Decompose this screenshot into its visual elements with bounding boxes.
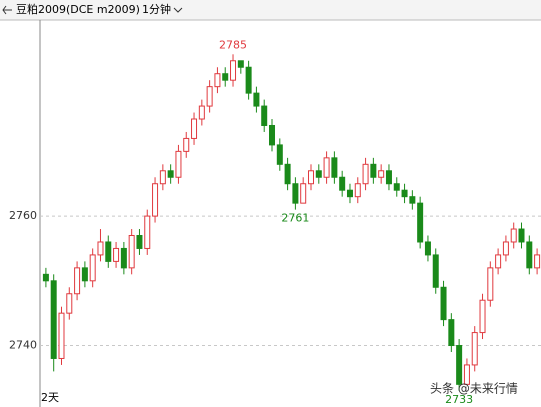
candle-body <box>175 150 182 178</box>
candle-body <box>113 247 120 262</box>
candle-body <box>97 241 104 256</box>
candle-body <box>378 170 385 178</box>
candle-body <box>42 273 49 282</box>
candle-body <box>331 157 338 178</box>
candle-body <box>222 73 229 81</box>
high-label: 2785 <box>219 38 247 51</box>
candle-body <box>510 228 517 243</box>
candle-body <box>401 189 408 198</box>
candle-body <box>424 241 431 256</box>
instrument-title[interactable]: 豆粕2009(DCE m2009) <box>16 2 140 16</box>
candle-body <box>346 189 353 198</box>
candle-body <box>339 176 346 191</box>
candle-body <box>409 196 416 204</box>
candle-body <box>385 170 392 185</box>
x-axis-label: 2天 <box>41 391 59 404</box>
candle-body <box>253 92 260 107</box>
candle-body <box>159 170 166 185</box>
candle-body <box>128 235 135 269</box>
candle-body <box>105 241 112 262</box>
candle-body <box>432 254 439 288</box>
candle-body <box>183 137 190 152</box>
candle-body <box>81 267 88 282</box>
candle-body <box>471 332 478 366</box>
period-selector[interactable]: 1分钟 <box>142 2 171 16</box>
candle-body <box>463 364 470 385</box>
candle-body <box>245 66 252 94</box>
candle-body <box>261 105 268 126</box>
candle-body <box>518 228 525 243</box>
candle-body <box>362 163 369 185</box>
candle-body <box>58 312 65 359</box>
plot-area <box>40 54 541 391</box>
candle-body <box>393 183 400 191</box>
back-icon[interactable] <box>2 5 12 15</box>
candle-body <box>66 293 73 314</box>
candle-body <box>502 241 509 256</box>
candle-body <box>456 345 463 385</box>
candle-body <box>307 170 314 185</box>
candle-body <box>167 170 174 178</box>
low-label: 2761 <box>281 212 309 225</box>
watermark: 头条 @未来行情 <box>430 382 518 396</box>
candle-body <box>495 254 502 269</box>
candle-body <box>144 215 151 249</box>
header-bar <box>0 0 541 20</box>
candle-body <box>292 183 299 204</box>
low-label: 2733 <box>445 393 473 406</box>
candle-body <box>50 280 57 359</box>
candle-body <box>315 170 322 178</box>
candle-body <box>479 299 486 334</box>
candle-body <box>526 241 533 269</box>
candle-body <box>354 183 361 198</box>
candle-body <box>300 183 307 204</box>
candle-body <box>136 235 143 249</box>
candle-body <box>448 319 455 347</box>
candle-body <box>417 202 424 243</box>
period-chevron[interactable] <box>173 7 183 13</box>
candle-body <box>191 118 198 139</box>
candle-body <box>487 267 494 301</box>
candle-body <box>152 183 159 217</box>
candle-body <box>74 267 81 295</box>
candle-body <box>284 163 291 185</box>
candle-body <box>534 254 541 269</box>
y-tick-label: 2740 <box>9 339 37 352</box>
y-tick-label: 2760 <box>9 209 37 222</box>
candle-body <box>120 247 127 269</box>
candle-body <box>237 60 244 68</box>
candle-body <box>230 60 237 81</box>
candle-body <box>198 105 205 120</box>
candle-body <box>276 144 283 165</box>
candle-body <box>323 157 330 178</box>
candle-body <box>206 86 213 107</box>
candle-body <box>89 254 96 282</box>
candle-body <box>440 286 447 321</box>
candle-body <box>214 73 221 88</box>
candle-body <box>269 124 276 146</box>
candle-body <box>370 163 377 178</box>
